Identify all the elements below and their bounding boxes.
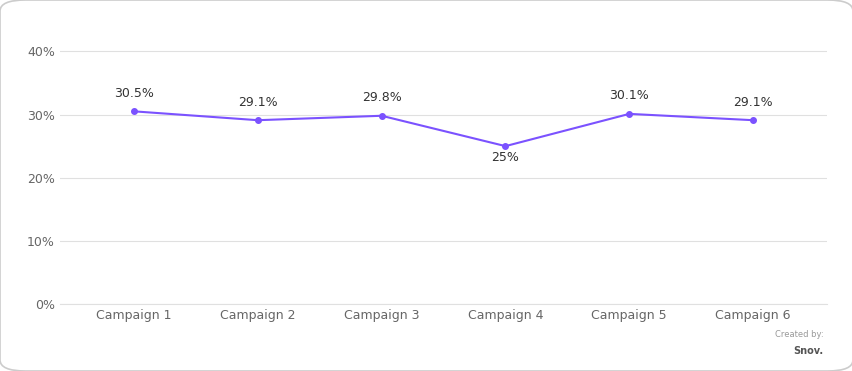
- Text: 30.5%: 30.5%: [114, 87, 153, 100]
- Text: Snov.: Snov.: [792, 346, 822, 356]
- Text: 29.8%: 29.8%: [361, 91, 401, 104]
- Text: 25%: 25%: [491, 151, 519, 164]
- Text: 29.1%: 29.1%: [238, 96, 277, 109]
- Text: 30.1%: 30.1%: [608, 89, 648, 102]
- Text: 29.1%: 29.1%: [733, 96, 772, 109]
- Text: Created by:: Created by:: [774, 331, 822, 339]
